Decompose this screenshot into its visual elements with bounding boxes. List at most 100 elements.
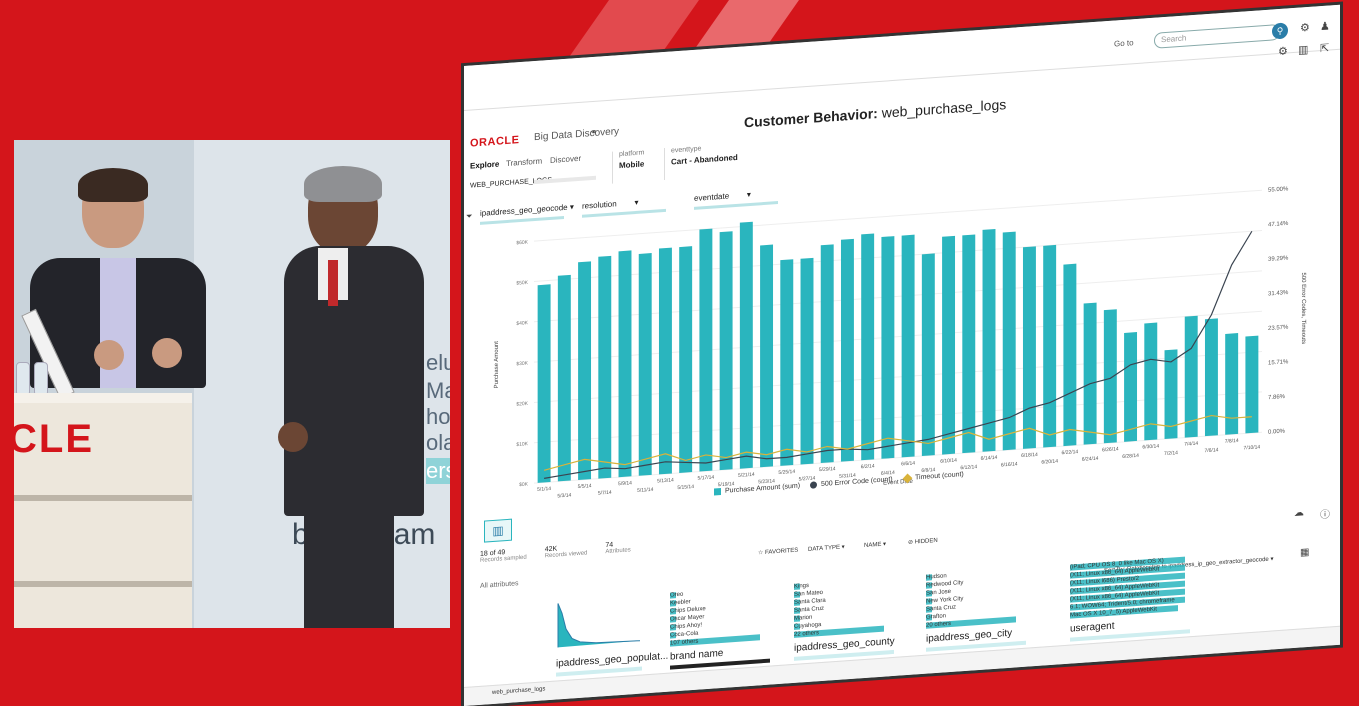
- x-tick-label: 7/6/14: [1204, 447, 1218, 454]
- bar-purchase-amount: [820, 244, 834, 464]
- x-tick-label: 6/24/14: [1082, 456, 1099, 463]
- search-icon[interactable]: ⚲: [1272, 22, 1288, 40]
- bar-purchase-amount: [962, 234, 976, 454]
- x-tick-label: 5/25/14: [778, 469, 795, 476]
- bar-chart-icon[interactable]: ▥: [1298, 43, 1309, 57]
- x-tick-label: 6/4/14: [881, 470, 895, 477]
- search-input[interactable]: Search: [1154, 23, 1280, 49]
- stat-viewed: 42K Records viewed: [544, 545, 588, 560]
- tab-discover[interactable]: Discover: [550, 153, 582, 165]
- bar-purchase-amount: [760, 244, 774, 468]
- y2-tick-label: 31.43%: [1268, 290, 1289, 297]
- gridline: [534, 431, 1262, 484]
- x-tick-label: 5/29/14: [819, 466, 836, 473]
- wall-text: ers: [426, 458, 450, 484]
- bar-purchase-amount: [1184, 315, 1198, 438]
- refinement-platform[interactable]: platform Mobile: [612, 149, 645, 184]
- favorites-filter[interactable]: ☆ FAVORITES: [758, 547, 799, 557]
- cloud-icon[interactable]: ☁: [1294, 507, 1304, 519]
- grid-view-icon[interactable]: ▦: [1300, 546, 1310, 559]
- bar-purchase-amount: [739, 221, 753, 469]
- y2-tick-label: 55.00%: [1268, 186, 1289, 193]
- x-tick-label: 6/10/14: [940, 458, 957, 465]
- x-tick-label: 6/12/14: [960, 464, 977, 471]
- chart-thumbnail-icon[interactable]: ▥: [484, 518, 512, 543]
- y2-tick-label: 47.14%: [1268, 221, 1289, 228]
- x-tick-label: 5/3/14: [557, 492, 571, 499]
- podium-logo: CLE: [14, 417, 94, 461]
- line-timeout: [543, 414, 1252, 471]
- x-tick-label: 7/2/14: [1164, 450, 1178, 457]
- gear-icon[interactable]: ⚙: [1300, 21, 1310, 35]
- x-tick-label: 5/21/14: [738, 472, 755, 479]
- attribute-card-brand[interactable]: Oreo Keebler Chips Deluxe Oscar Mayer Chips …: [670, 585, 770, 670]
- x-tick-label: 6/20/14: [1041, 458, 1058, 465]
- x-tick-label: 5/27/14: [799, 475, 816, 482]
- attribute-card-city[interactable]: Hudson Redwood City San Jose New York City S…: [926, 567, 1026, 652]
- podium: CLE: [14, 393, 192, 628]
- page-title: Customer Behavior: web_purchase_logs: [744, 96, 1007, 131]
- y2-tick-label: 0.00%: [1268, 429, 1286, 436]
- bar-purchase-amount: [1063, 263, 1077, 447]
- tab-explore[interactable]: Explore: [470, 159, 500, 171]
- bar-purchase-amount: [780, 259, 794, 466]
- user-icon[interactable]: ♟: [1320, 20, 1330, 34]
- attribute-card-useragent[interactable]: (iPad; CPU OS 8_0 like Mac OS X) (X11; Li…: [1070, 555, 1190, 642]
- hidden-filter[interactable]: ⊘ HIDDEN: [908, 537, 938, 546]
- x-tick-label: 5/17/14: [698, 474, 715, 481]
- gridline: [534, 189, 1262, 242]
- bar-purchase-amount: [1245, 335, 1259, 434]
- gridline: [534, 351, 1262, 403]
- goto-menu[interactable]: Go to: [1114, 38, 1134, 49]
- x-tick-label: 5/5/14: [578, 483, 592, 490]
- y-tick-label: $30K: [516, 360, 528, 367]
- bar-purchase-amount: [1225, 333, 1239, 435]
- chart-svg: $60K $50K $40K $30K $20K $10K $0K 55.00% 47.14% 3…: [494, 186, 1306, 499]
- filter-icon[interactable]: ⏷: [466, 211, 473, 221]
- wall-text: hoy: [426, 404, 450, 429]
- gridline: [534, 391, 1262, 444]
- x-tick-label: 6/30/14: [1142, 443, 1159, 450]
- bar-purchase-amount: [638, 253, 652, 476]
- y-tick-label: $50K: [516, 280, 528, 287]
- link-icon[interactable]: ⚭: [590, 126, 598, 138]
- y2-tick-label: 7.86%: [1268, 394, 1286, 401]
- attribute-value-label: Kings: [794, 582, 810, 590]
- share-icon[interactable]: ⇱: [1320, 42, 1330, 56]
- tab-transform[interactable]: Transform: [506, 156, 543, 169]
- bar-purchase-amount: [1083, 302, 1097, 445]
- datatype-filter[interactable]: DATA TYPE ▾: [808, 544, 845, 553]
- x-tick-label: 5/13/14: [657, 477, 674, 484]
- attribute-card-county[interactable]: Kings San Mateo Santa Clara Santa Cruz Mario…: [794, 576, 895, 661]
- refinement-eventtype[interactable]: eventtype Cart - Abandoned: [664, 142, 738, 181]
- monitor-screen: Go to Search ⚲ ⚙ ♟ ⚙ ▥ ⇱ ORACLE Big Data…: [464, 4, 1340, 706]
- gridline: [534, 310, 1262, 363]
- footer-tab[interactable]: web_purchase_logs: [492, 686, 546, 697]
- product-name: Big Data Discovery: [534, 126, 620, 144]
- x-tick-label: 5/19/14: [718, 481, 735, 488]
- bar-purchase-amount: [861, 233, 875, 461]
- gridline: [534, 230, 1262, 282]
- y2-axis-label: 500 Error Codes, Timeouts: [1300, 272, 1306, 344]
- x-tick-label: 5/11/14: [637, 487, 654, 494]
- info-icon[interactable]: ⓘ: [1320, 509, 1330, 522]
- oracle-logo: ORACLE: [470, 134, 520, 150]
- record-stats: 18 of 49 Records sampled 42K Records viewe…: [480, 540, 631, 564]
- name-sort[interactable]: NAME ▾: [864, 541, 887, 550]
- bar-purchase-amount: [881, 236, 895, 459]
- x-tick-label: 6/28/14: [1122, 453, 1139, 460]
- bar-purchase-amount: [840, 238, 854, 462]
- water-bottle: [34, 362, 48, 396]
- x-tick-label: 5/15/14: [677, 484, 694, 491]
- attribute-card-population[interactable]: ipaddress_geo_populat...: [556, 595, 668, 677]
- bar-purchase-amount: [921, 253, 935, 456]
- stat-sampled: 18 of 49 Records sampled: [480, 549, 527, 564]
- bar-purchase-amount: [598, 255, 612, 479]
- histogram: [557, 603, 641, 648]
- settings-icon[interactable]: ⚙: [1278, 45, 1288, 59]
- gridline: [534, 270, 1262, 323]
- x-tick-label: 6/26/14: [1102, 446, 1119, 453]
- x-tick-label: 5/31/14: [839, 473, 856, 480]
- y-tick-label: $20K: [516, 401, 528, 408]
- y-tick-label: $40K: [516, 320, 528, 327]
